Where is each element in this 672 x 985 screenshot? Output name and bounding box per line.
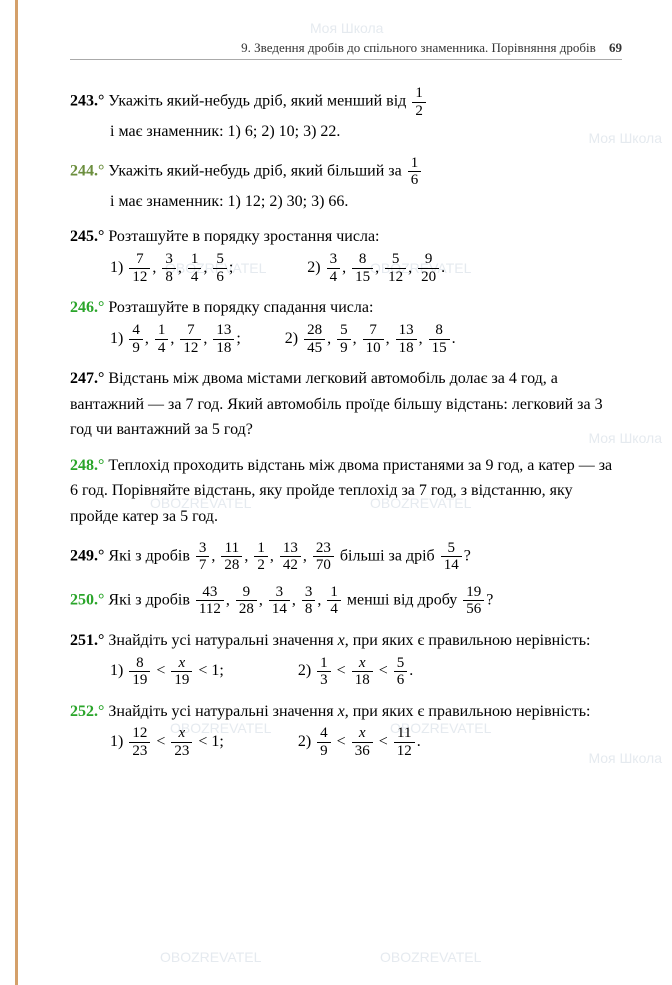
problem-251: 251.° Знайдіть усі натуральні значення x… [70,628,622,689]
problem-248: 248.° Теплохід проходить відстань між дв… [70,453,622,530]
watermark: OBOZREVATEL [380,949,481,965]
fraction: 16 [408,155,422,189]
section-title: 9. Зведення дробів до спільного знаменни… [241,40,596,55]
problem-number: 249.° [70,547,104,564]
problem-text-line2: і має знаменник: 1) 12; 2) 30; 3) 66. [70,189,622,215]
problem-number: 250.° [70,591,104,608]
problem-text: Укажіть який-небудь дріб, який більший з… [108,162,405,179]
problem-options: 1) 819 < x19 < 1; 2) 13 < x18 < 56. [70,653,622,688]
problem-number: 246.° [70,299,104,316]
problem-text: Знайдіть усі натуральні значення x, при … [108,703,590,720]
problem-number: 252.° [70,703,104,720]
problem-245: 245.° Розташуйте в порядку зростання чис… [70,224,622,285]
problem-options: 1) 49, 14, 712, 1318; 2) 2845, 59, 710, … [70,321,622,356]
problem-number: 248.° [70,457,104,474]
problem-number: 251.° [70,632,104,649]
page-header: 9. Зведення дробів до спільного знаменни… [70,40,622,60]
problem-text: Відстань між двома містами легковий авто… [70,370,603,438]
problem-text: Розташуйте в порядку спадання числа: [108,299,373,316]
problem-options: 1) 1223 < x23 < 1; 2) 49 < x36 < 1112. [70,724,622,759]
page-content: 9. Зведення дробів до спільного знаменни… [0,0,672,809]
problem-number: 244.° [70,162,104,179]
problem-number: 245.° [70,228,104,245]
problem-244: 244.° Укажіть який-небудь дріб, який біл… [70,155,622,215]
problem-text: Розташуйте в порядку зростання числа: [108,228,379,245]
problem-247: 247.° Відстань між двома містами легкови… [70,366,622,443]
problem-246: 246.° Розташуйте в порядку спадання числ… [70,295,622,356]
problem-text: Теплохід проходить відстань між двома пр… [70,457,612,525]
problem-252: 252.° Знайдіть усі натуральні значення x… [70,699,622,760]
problem-250: 250.° Які з дробів 43112, 928, 314, 38, … [70,584,622,618]
problem-options: 1) 712, 38, 14, 56; 2) 34, 815, 512, 920… [70,250,622,285]
problem-249: 249.° Які з дробів 37, 1128, 12, 1342, 2… [70,540,622,574]
problem-243: 243.° Укажіть який-небудь дріб, який мен… [70,85,622,145]
problem-number: 247.° [70,370,104,387]
page-number: 69 [609,40,622,55]
problem-text: Укажіть який-небудь дріб, який менший ві… [108,93,410,110]
problem-text-line2: і має знаменник: 1) 6; 2) 10; 3) 22. [70,119,622,145]
problem-number: 243.° [70,93,104,110]
fraction: 12 [412,85,426,119]
problem-text: Знайдіть усі натуральні значення x, при … [108,632,590,649]
watermark: OBOZREVATEL [160,949,261,965]
